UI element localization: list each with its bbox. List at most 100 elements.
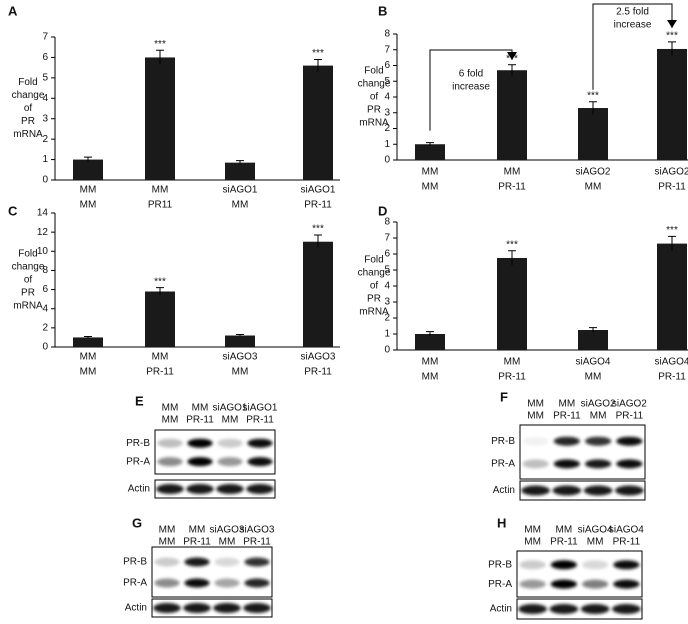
row-label: PR-A: [123, 578, 147, 589]
y-axis-label: of: [370, 281, 379, 292]
x-tick-label: MM: [152, 185, 169, 196]
y-tick-label: 4: [384, 281, 390, 292]
blot-frame: [516, 598, 643, 620]
y-tick-label: 5: [384, 76, 390, 87]
bar: [497, 70, 527, 160]
y-tick-label: 4: [42, 93, 48, 104]
band: [553, 459, 580, 469]
band: [616, 436, 643, 446]
x-tick-label: MM: [504, 357, 521, 368]
band: [582, 560, 609, 570]
x-tick-label: MM: [585, 182, 602, 193]
band: [187, 438, 213, 448]
y-axis-label: PR: [21, 288, 35, 299]
y-axis-label: change: [358, 79, 391, 90]
y-tick-label: 7: [42, 32, 48, 43]
y-tick-label: 5: [42, 72, 48, 83]
error-bar: [84, 335, 92, 339]
y-tick-label: 0: [42, 342, 48, 353]
y-axis-label: of: [370, 92, 379, 103]
significance-label: ***: [587, 90, 599, 101]
y-axis-label: PR: [367, 294, 381, 305]
y-axis-label: change: [358, 268, 391, 279]
x-tick-label: MM: [232, 367, 249, 378]
lane-label: MM: [524, 537, 541, 548]
x-tick-label: PR-11: [498, 372, 526, 383]
bar: [225, 162, 255, 180]
lane-label: siAGO4: [609, 525, 644, 536]
error-bar: [426, 331, 434, 337]
significance-label: ***: [506, 239, 518, 250]
y-axis-label: Fold: [364, 66, 383, 77]
error-bar: [314, 234, 322, 249]
band: [552, 485, 582, 496]
y-tick-label: 6: [384, 249, 390, 260]
lane-label: MM: [587, 537, 604, 548]
band: [184, 578, 210, 588]
x-tick-label: siAGO3: [222, 352, 257, 363]
y-axis-label: Fold: [18, 77, 37, 88]
lane-label: siAGO2: [612, 399, 647, 410]
y-tick-label: 6: [42, 284, 48, 295]
band: [550, 579, 577, 589]
error-bar: [236, 334, 244, 337]
lane-label: MM: [590, 411, 607, 422]
error-bar: [236, 160, 244, 165]
bar: [303, 241, 333, 347]
blot-frame: [154, 479, 276, 499]
bar: [578, 108, 608, 160]
bar: [657, 48, 687, 160]
x-tick-label: siAGO4: [575, 357, 610, 368]
y-tick-label: 2: [384, 123, 390, 134]
panel-label: F: [500, 389, 508, 404]
significance-label: ***: [666, 31, 678, 42]
error-bar: [668, 235, 676, 251]
x-tick-label: MM: [422, 357, 439, 368]
y-tick-label: 4: [42, 303, 48, 314]
band: [519, 560, 546, 570]
significance-label: ***: [154, 39, 166, 50]
row-label: PR-B: [123, 557, 147, 568]
lane-label: MM: [162, 415, 179, 426]
annotation: 6 fold: [459, 69, 483, 80]
x-tick-label: siAGO2: [654, 167, 688, 178]
band: [217, 438, 243, 448]
band: [154, 557, 180, 567]
y-tick-label: 7: [384, 233, 390, 244]
y-tick-label: 4: [384, 92, 390, 103]
y-tick-label: 5: [384, 265, 390, 276]
x-tick-label: PR-11: [304, 200, 332, 211]
band: [154, 578, 180, 588]
lane-label: siAGO3: [239, 525, 274, 536]
x-tick-label: MM: [504, 167, 521, 178]
band: [187, 457, 213, 467]
band: [184, 557, 210, 567]
row-label: PR-A: [488, 579, 512, 590]
x-tick-label: PR-11: [498, 182, 526, 193]
x-tick-label: siAGO1: [222, 185, 257, 196]
y-tick-label: 1: [42, 154, 48, 165]
y-tick-label: 8: [384, 29, 390, 40]
y-axis-label: change: [12, 90, 45, 101]
lane-label: MM: [527, 399, 544, 410]
y-tick-label: 6: [384, 60, 390, 71]
lane-label: PR-11: [550, 537, 578, 548]
lane-label: PR-11: [553, 411, 581, 422]
row-label: Actin: [490, 604, 512, 615]
y-tick-label: 2: [42, 322, 48, 333]
annotation: 2.5 fold: [616, 7, 649, 18]
lane-label: MM: [192, 403, 209, 414]
bar: [145, 57, 175, 180]
bar: [225, 335, 255, 347]
x-tick-label: MM: [80, 185, 97, 196]
lane-label: PR-11: [186, 415, 214, 426]
band: [213, 603, 241, 613]
band: [582, 579, 609, 589]
y-axis-label: mRNA: [13, 301, 43, 312]
y-axis-label: mRNA: [13, 129, 43, 140]
y-tick-label: 8: [42, 265, 48, 276]
bar: [657, 243, 687, 350]
band: [183, 603, 211, 613]
y-axis-label: mRNA: [359, 118, 389, 129]
blot-frame: [519, 480, 646, 501]
